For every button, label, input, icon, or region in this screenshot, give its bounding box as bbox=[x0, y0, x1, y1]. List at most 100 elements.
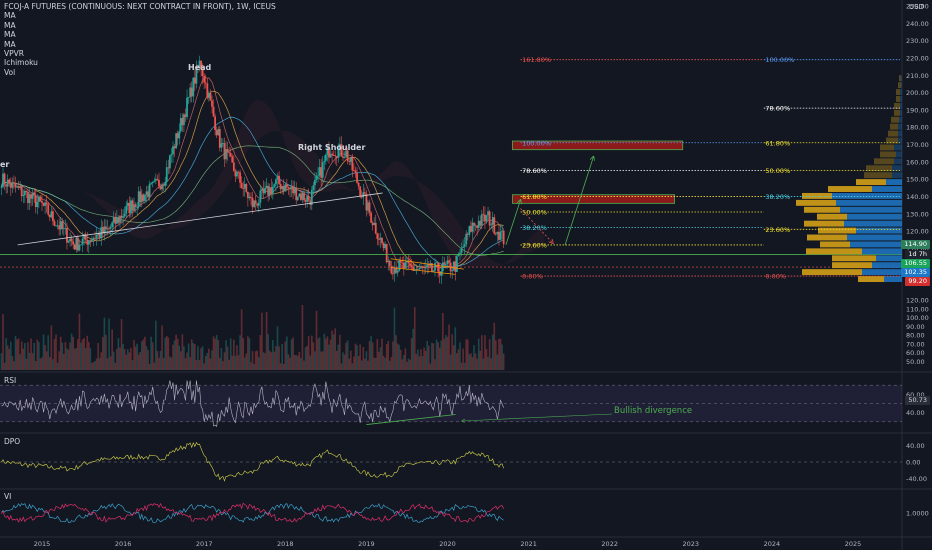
legend-item[interactable]: MA bbox=[4, 30, 16, 40]
volume-axis-tick: 80.00 bbox=[906, 332, 925, 340]
volume-bar bbox=[432, 343, 435, 370]
volume-axis-tick: 120.00 bbox=[906, 297, 929, 305]
volume-bar bbox=[186, 352, 188, 370]
volume-bar bbox=[184, 358, 187, 370]
volume-bar bbox=[192, 343, 195, 370]
volume-axis-tick: 110.00 bbox=[906, 305, 929, 313]
volume-bar bbox=[481, 335, 483, 370]
volume-bar bbox=[251, 351, 254, 370]
volume-bar bbox=[2, 314, 4, 370]
volume-bar bbox=[385, 344, 388, 370]
volume-bar bbox=[390, 357, 393, 370]
price-axis-tick: 130.00 bbox=[906, 210, 929, 218]
legend-item[interactable]: Ichimoku bbox=[4, 58, 38, 68]
volume-bar bbox=[278, 346, 280, 370]
candle-body bbox=[94, 237, 96, 239]
volume-bar bbox=[242, 338, 244, 370]
legend-item[interactable]: MA bbox=[4, 39, 16, 49]
rsi-axis-tick: 40.00 bbox=[906, 409, 925, 417]
candle-body bbox=[237, 171, 240, 173]
volume-bar bbox=[306, 345, 308, 370]
candle-body bbox=[317, 175, 319, 177]
volume-bar bbox=[454, 327, 457, 370]
candle-body bbox=[393, 267, 396, 274]
candle-body bbox=[323, 160, 326, 163]
candle-body bbox=[452, 261, 455, 271]
volume-bar bbox=[16, 339, 18, 370]
legend-item[interactable]: VPVR bbox=[4, 49, 24, 59]
volume-bar bbox=[476, 358, 478, 370]
candle-body bbox=[282, 186, 285, 192]
volume-bar bbox=[176, 338, 179, 370]
time-axis: 2015 2016 2017 2018 2019 2020 2021 2022 2023 2024… bbox=[34, 540, 862, 548]
volume-bar bbox=[212, 336, 215, 370]
volume-bar bbox=[315, 310, 318, 370]
volume-bar bbox=[236, 345, 238, 370]
candle-body bbox=[139, 191, 142, 203]
vpvr-bar-up bbox=[862, 269, 902, 276]
dpo-label[interactable]: DPO bbox=[4, 437, 21, 446]
candle-body bbox=[226, 149, 229, 153]
candle-body bbox=[338, 144, 341, 150]
candle-body bbox=[435, 262, 438, 264]
volume-bar bbox=[429, 363, 432, 370]
candle-body bbox=[265, 185, 268, 189]
volume-bar bbox=[220, 347, 223, 370]
vi-label[interactable]: VI bbox=[4, 492, 12, 501]
volume-bar bbox=[206, 352, 209, 370]
volume-bar bbox=[446, 336, 449, 370]
candle-body bbox=[95, 234, 98, 239]
candle-body bbox=[484, 214, 486, 222]
volume-bar bbox=[404, 348, 407, 370]
candle-body bbox=[388, 260, 391, 267]
candle-body bbox=[267, 185, 270, 196]
volume-bar bbox=[479, 350, 482, 370]
volume-bar bbox=[482, 358, 485, 370]
candle-body bbox=[324, 154, 327, 161]
candle-body bbox=[8, 179, 11, 184]
legend-item[interactable]: MA bbox=[4, 11, 16, 21]
candle-body bbox=[416, 269, 419, 270]
legend-item[interactable]: MA bbox=[4, 20, 16, 30]
volume-bar bbox=[445, 335, 447, 370]
volume-bar bbox=[27, 342, 29, 370]
candle-body bbox=[477, 220, 480, 228]
candle-body bbox=[125, 205, 128, 214]
candle-body bbox=[480, 214, 483, 226]
candle-body bbox=[251, 197, 254, 208]
volume-bar bbox=[253, 363, 255, 370]
candle-body bbox=[254, 200, 257, 204]
candle-body bbox=[186, 97, 188, 117]
volume-bar bbox=[116, 348, 118, 370]
chart-title[interactable]: FCOJ-A FUTURES (CONTINUOUS: NEXT CONTRAC… bbox=[4, 2, 276, 11]
volume-bar bbox=[45, 351, 48, 370]
candle-body bbox=[183, 114, 185, 126]
candle-body bbox=[34, 195, 37, 207]
projection-arrow-up bbox=[505, 200, 521, 246]
volume-bar bbox=[325, 338, 327, 370]
currency-label[interactable]: USD bbox=[909, 3, 924, 11]
candle-body bbox=[58, 225, 61, 230]
vpvr-bar-up bbox=[900, 96, 902, 102]
volume-bar bbox=[270, 352, 273, 370]
rsi-pane bbox=[0, 380, 902, 427]
volume-bar bbox=[275, 346, 277, 370]
candle-body bbox=[321, 162, 324, 178]
volume-bar bbox=[412, 328, 414, 370]
volume-bar bbox=[222, 361, 224, 370]
vpvr-bar-down bbox=[807, 234, 847, 241]
candle-body bbox=[192, 77, 195, 97]
vpvr-bar-down bbox=[894, 102, 900, 109]
candle-body bbox=[215, 130, 218, 136]
volume-bar bbox=[180, 351, 182, 370]
volume-bar bbox=[247, 336, 249, 370]
legend-item[interactable]: Vol bbox=[4, 67, 16, 77]
volume-bar bbox=[438, 347, 441, 370]
vpvr-bar-up bbox=[899, 116, 902, 123]
candle-body bbox=[278, 175, 280, 184]
candle-body bbox=[97, 233, 100, 235]
candle-body bbox=[151, 181, 154, 184]
rsi-label[interactable]: RSI bbox=[4, 376, 17, 385]
candle-body bbox=[426, 264, 429, 267]
